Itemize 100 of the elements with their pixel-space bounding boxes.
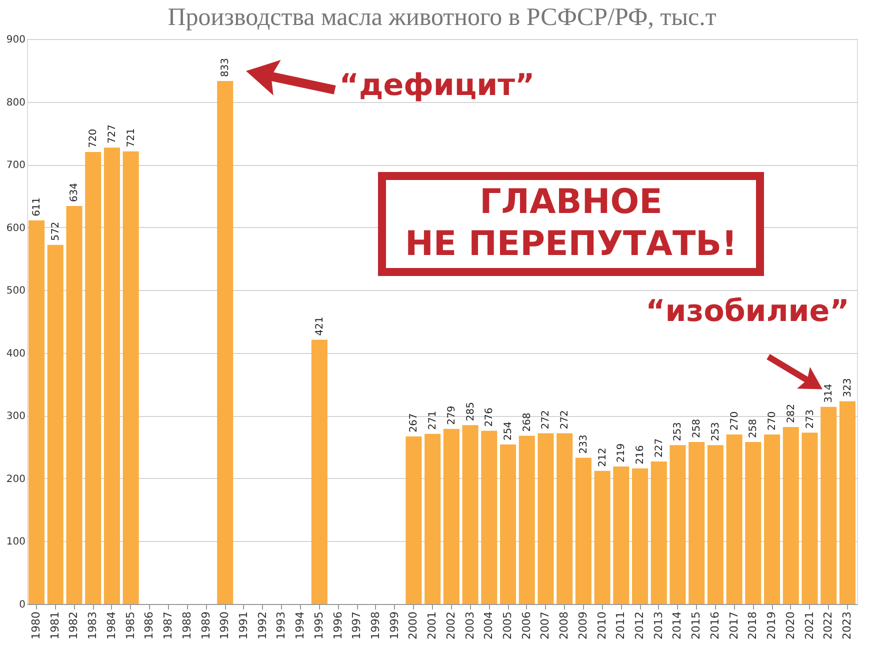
data-label: 273 (804, 410, 816, 429)
data-label: 216 (635, 445, 646, 464)
x-tick-label: 2009 (576, 612, 590, 640)
bar (85, 152, 102, 604)
data-label: 276 (484, 408, 496, 427)
bar (217, 81, 234, 604)
x-tick-label: 1988 (180, 612, 194, 640)
x-tick-label: 1993 (274, 612, 288, 640)
y-tick-label: 200 (6, 474, 26, 485)
x-tick-label: 2014 (670, 612, 684, 640)
y-tick-label: 700 (6, 160, 26, 172)
y-tick-label: 0 (19, 600, 26, 610)
data-label: 272 (560, 410, 571, 430)
annotation: “изобилие” (646, 294, 850, 330)
bar (538, 433, 554, 604)
x-tick-label: 2003 (463, 612, 476, 640)
x-tick-label: 1990 (218, 612, 232, 640)
data-label: 270 (767, 411, 778, 430)
x-tick-label: 2013 (652, 612, 665, 640)
chart-title: Производства масла животного в РСФСР/РФ, тыс.т (168, 4, 716, 31)
x-tick-label: 2008 (558, 612, 571, 640)
x-tick-label: 2006 (520, 612, 533, 640)
x-tick-label: 1996 (331, 612, 344, 640)
y-tick-label: 800 (6, 97, 26, 108)
bar (47, 244, 64, 604)
x-tick-label: 2015 (690, 612, 703, 640)
bar (443, 428, 460, 604)
y-tick-label: 600 (6, 222, 26, 234)
y-tick-label: 300 (6, 411, 26, 422)
data-label: 267 (408, 413, 420, 432)
bar (66, 206, 82, 604)
data-label: 268 (522, 412, 533, 432)
data-label: 279 (446, 406, 458, 425)
x-tick-label: 1985 (124, 612, 137, 640)
bar (688, 442, 705, 604)
bar (820, 406, 837, 604)
x-tick-label: 2016 (708, 612, 722, 640)
x-tick-label: 1991 (236, 612, 250, 640)
bar (518, 436, 535, 604)
x-tick-label: 2019 (765, 612, 778, 640)
bar (839, 401, 856, 604)
x-tick-label: 2004 (482, 612, 496, 640)
data-label: 572 (50, 222, 62, 241)
bar (481, 430, 498, 604)
bar (594, 470, 610, 604)
data-label: 212 (597, 448, 608, 467)
bar (122, 151, 139, 604)
annotation: “дефицит” (339, 68, 535, 103)
data-label: 285 (465, 402, 476, 422)
data-label: 634 (69, 182, 80, 202)
x-tick-label: 2018 (746, 612, 760, 640)
bar (406, 436, 422, 604)
data-label: 219 (616, 443, 628, 463)
x-tick-label: 2000 (406, 612, 420, 640)
x-tick-label: 1982 (67, 612, 80, 640)
data-label: 253 (672, 422, 684, 442)
bar (424, 434, 441, 604)
x-tick-label: 1980 (30, 612, 43, 640)
x-tick-label: 1984 (104, 612, 118, 640)
x-tick-label: 1983 (86, 612, 100, 640)
data-label: 720 (88, 128, 100, 148)
x-tick-label: 1987 (162, 612, 175, 640)
x-tick-label: 2021 (802, 612, 816, 640)
x-tick-label: 1986 (142, 612, 156, 640)
bar (632, 468, 648, 604)
x-tick-label: 2002 (444, 612, 458, 640)
data-label: 727 (106, 124, 118, 144)
x-tick-label: 1992 (256, 612, 269, 640)
data-label: 258 (692, 418, 703, 438)
data-label: 421 (314, 316, 326, 336)
x-tick-label: 2011 (614, 612, 628, 640)
bar (104, 148, 120, 604)
data-label: 323 (842, 378, 854, 398)
data-label: 721 (126, 128, 137, 148)
bar (707, 445, 724, 604)
data-label: 314 (824, 384, 835, 403)
data-label: 254 (503, 421, 514, 441)
data-label: 272 (540, 410, 552, 430)
bar (782, 426, 799, 604)
x-tick-label: 2001 (426, 612, 439, 640)
bar (556, 433, 573, 604)
data-label: 258 (748, 418, 760, 438)
x-tick-label: 1999 (388, 612, 401, 640)
data-label: 271 (428, 410, 439, 430)
x-tick-label: 1997 (350, 612, 364, 640)
data-label: 233 (578, 434, 590, 454)
annotation: ГЛАВНОЕ НЕ ПЕРЕПУТАТЬ! (404, 182, 738, 264)
x-tick-label: 1995 (312, 612, 326, 640)
x-tick-label: 2007 (538, 612, 552, 640)
bar (311, 340, 328, 604)
x-tick-label: 2020 (784, 612, 797, 640)
x-tick-label: 2005 (501, 612, 514, 640)
bar (670, 445, 686, 604)
x-tick-label: 2010 (595, 612, 608, 640)
x-tick-label: 1994 (294, 612, 307, 640)
x-tick-label: 2022 (822, 612, 835, 640)
x-tick-label: 2012 (633, 612, 646, 640)
x-tick-label: 1989 (199, 612, 212, 640)
bar (575, 458, 592, 604)
data-label: 253 (710, 422, 722, 442)
